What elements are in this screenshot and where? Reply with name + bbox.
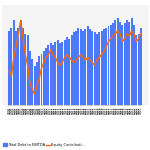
Bar — [43, 51, 45, 105]
Bar — [70, 35, 72, 105]
Bar — [98, 32, 100, 105]
Bar — [84, 29, 86, 105]
Bar — [138, 34, 140, 105]
Bar — [108, 26, 110, 105]
Bar — [57, 40, 59, 105]
Bar — [73, 32, 75, 105]
Bar — [96, 34, 98, 105]
Bar — [124, 23, 126, 105]
Bar — [117, 18, 119, 105]
Bar — [110, 25, 112, 105]
Legend: Total Debt to EBITDA, Equity Contributi...: Total Debt to EBITDA, Equity Contributi.… — [3, 143, 85, 147]
Bar — [22, 28, 24, 105]
Equity Contributi... — [20, 20, 22, 21]
Bar — [75, 31, 77, 105]
Bar — [121, 25, 123, 105]
Equity Contributi... — [101, 54, 102, 56]
Bar — [27, 35, 29, 105]
Bar — [52, 45, 54, 105]
Bar — [101, 31, 103, 105]
Bar — [36, 62, 38, 105]
Equity Contributi... — [135, 41, 137, 42]
Bar — [31, 59, 33, 105]
Bar — [61, 42, 63, 105]
Line: Equity Contributi...: Equity Contributi... — [9, 20, 141, 94]
Bar — [103, 29, 105, 105]
Bar — [112, 23, 114, 105]
Bar — [47, 45, 49, 105]
Bar — [114, 20, 116, 105]
Bar — [20, 20, 22, 105]
Bar — [66, 37, 68, 105]
Bar — [8, 31, 10, 105]
Bar — [11, 28, 12, 105]
Bar — [13, 20, 15, 105]
Bar — [78, 28, 80, 105]
Bar — [91, 31, 93, 105]
Bar — [119, 21, 121, 105]
Bar — [24, 34, 26, 105]
Bar — [68, 39, 70, 105]
Bar — [128, 21, 130, 105]
Bar — [140, 28, 142, 105]
Equity Contributi... — [45, 57, 47, 58]
Equity Contributi... — [43, 62, 45, 64]
Bar — [126, 20, 128, 105]
Equity Contributi... — [110, 38, 112, 40]
Bar — [135, 35, 137, 105]
Equity Contributi... — [34, 93, 35, 95]
Bar — [29, 51, 31, 105]
Equity Contributi... — [8, 70, 10, 72]
Bar — [50, 43, 52, 105]
Bar — [94, 32, 96, 105]
Bar — [89, 29, 91, 105]
Bar — [105, 28, 107, 105]
Bar — [82, 31, 84, 105]
Bar — [59, 43, 61, 105]
Bar — [17, 28, 19, 105]
Bar — [64, 40, 66, 105]
Equity Contributi... — [140, 33, 142, 35]
Bar — [34, 66, 36, 105]
Bar — [133, 25, 135, 105]
Bar — [54, 42, 56, 105]
Bar — [131, 18, 133, 105]
Equity Contributi... — [124, 38, 126, 40]
Bar — [80, 29, 82, 105]
Bar — [87, 26, 89, 105]
Bar — [40, 54, 42, 105]
Bar — [45, 48, 47, 105]
Bar — [38, 56, 40, 105]
Bar — [15, 31, 17, 105]
